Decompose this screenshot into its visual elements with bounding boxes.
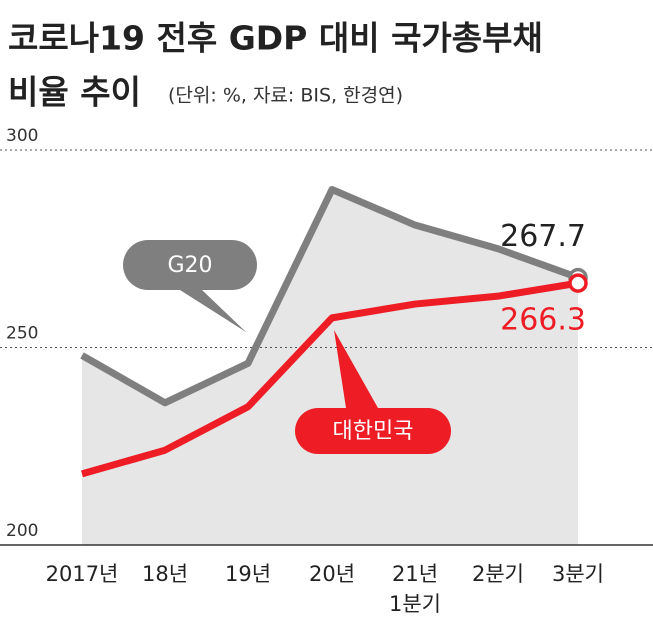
value-label: 267.7 — [500, 219, 586, 254]
legend-label: G20 — [167, 253, 212, 278]
y-tick-label: 200 — [6, 521, 38, 541]
x-tick-label: 2017년 — [46, 562, 119, 586]
chart-title: 비율 추이 — [8, 73, 141, 112]
chart-title: 코로나19 전후 GDP 대비 국가총부채 — [8, 19, 543, 58]
y-tick-label: 300 — [6, 126, 38, 146]
end-marker — [568, 273, 588, 293]
line — [80, 186, 580, 407]
callout — [123, 240, 257, 332]
area — [82, 189, 578, 545]
value-label: 266.3 — [500, 303, 586, 338]
x-tick-label: 2분기 — [472, 562, 524, 586]
x-tick-label: 20년 — [309, 562, 355, 586]
x-tick-label: 3분기 — [552, 562, 604, 586]
x-tick-label: 21년 1분기 — [389, 562, 441, 616]
line — [81, 279, 579, 478]
y-tick-label: 250 — [6, 324, 38, 344]
x-tick-label: 18년 — [142, 562, 188, 586]
callout — [295, 330, 451, 455]
x-tick-label: 19년 — [225, 562, 271, 586]
chart-subtitle: (단위: %, 자료: BIS, 한경연) — [168, 85, 403, 107]
legend-label: 대한민국 — [333, 419, 414, 444]
